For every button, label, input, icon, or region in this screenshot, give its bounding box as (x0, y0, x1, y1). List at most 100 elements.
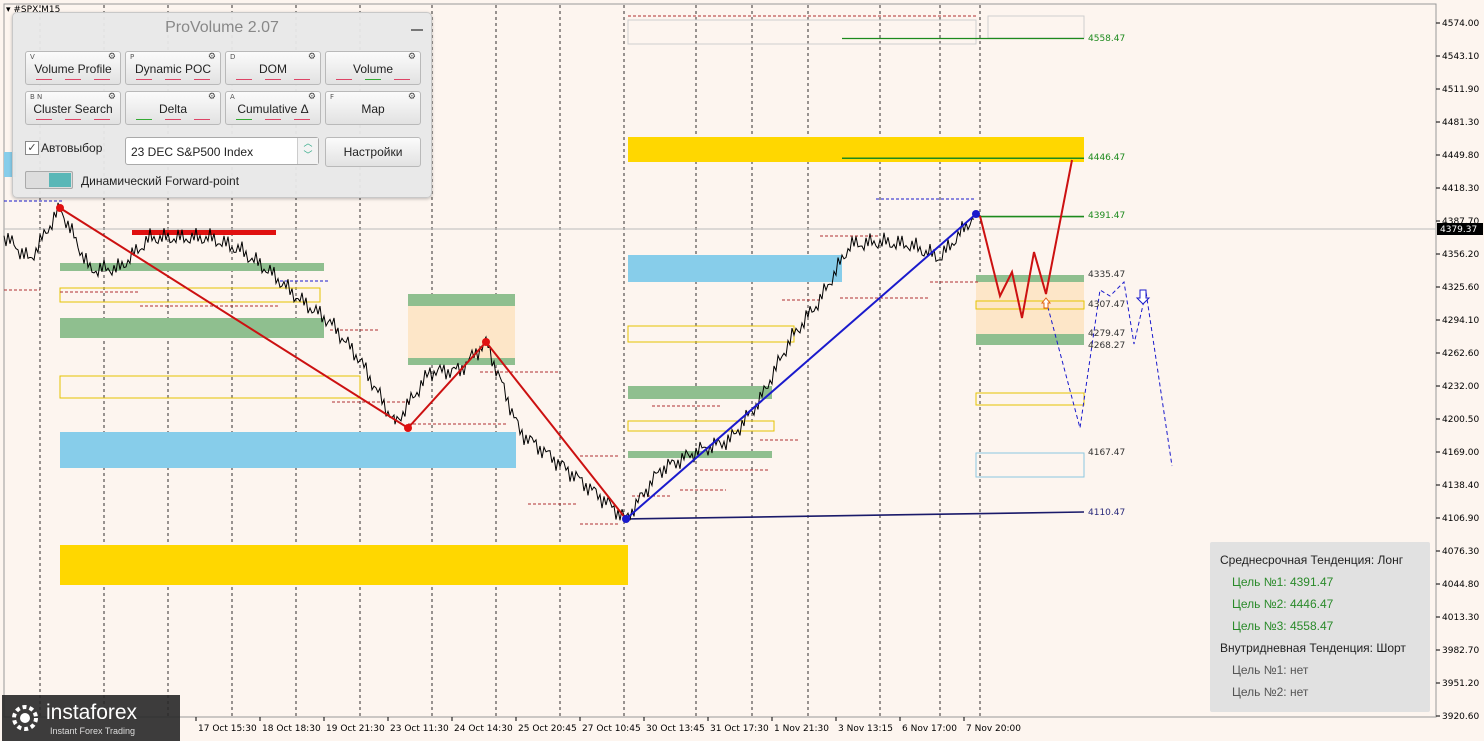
price-tick-label: 4294.10 (1442, 316, 1479, 326)
price-tick-label: 4044.80 (1442, 580, 1479, 590)
current-price-label: 4379.37 (1440, 225, 1477, 235)
price-tick-label: 4387.70 (1442, 217, 1479, 227)
trend-info-box: Среднесрочная Тенденция: Лонг Цель №1: 4… (1210, 542, 1430, 712)
pivot-point (972, 210, 980, 218)
mid-trend-title: Среднесрочная Тенденция: Лонг (1220, 553, 1404, 567)
time-tick-label: 27 Oct 10:45 (582, 724, 641, 734)
gear-icon[interactable]: ⚙ (307, 92, 316, 102)
volume-profile-button[interactable]: V ⚙ Volume Profile (25, 51, 121, 85)
pivot-point (404, 424, 412, 432)
volume-zone (60, 545, 628, 585)
pivot-point (482, 338, 490, 346)
zigzag-red (59, 207, 627, 520)
volume-zone (408, 306, 515, 361)
autoselect-label: Автовыбор (41, 141, 103, 155)
level-label: 4558.47 (1088, 34, 1125, 44)
level-label: 4307.47 (1088, 300, 1125, 310)
volume-zone (975, 300, 1085, 310)
time-tick-label: 1 Nov 21:30 (774, 724, 829, 734)
time-tick-label: 25 Oct 20:45 (518, 724, 577, 734)
price-tick-label: 4106.90 (1442, 514, 1479, 524)
intraday-trend-title: Внутридневная Тенденция: Шорт (1220, 641, 1406, 655)
level-label: 4268.27 (1088, 341, 1125, 351)
price-tick-label: 4418.30 (1442, 184, 1479, 194)
volume-zone (59, 375, 361, 399)
current-price-badge (1437, 223, 1483, 235)
settings-button[interactable]: Настройки (325, 137, 421, 167)
zigzag-blue (625, 213, 977, 520)
gear-icon[interactable]: ⚙ (207, 52, 216, 62)
intraday-target-2: Цель №2: нет (1232, 685, 1309, 699)
provolume-panel: ProVolume 2.07 V ⚙ Volume Profile P ⚙ Dyna… (12, 12, 432, 198)
logo-tagline: Instant Forex Trading (50, 726, 136, 736)
map-button[interactable]: F ⚙ Map (325, 91, 421, 125)
mid-target-3: Цель №3: 4558.47 (1232, 619, 1334, 633)
volume-zone (408, 294, 515, 306)
price-tick-label: 4543.10 (1442, 52, 1479, 62)
volume-zone (976, 277, 1084, 343)
forward-point-label: Динамический Forward-point (81, 174, 240, 188)
forecast-red (979, 159, 1073, 319)
minimize-button[interactable] (411, 19, 423, 31)
volume-zone (628, 386, 772, 399)
delta-button[interactable]: ⚙ Delta (125, 91, 221, 125)
instaforex-logo: instaforex Instant Forex Trading (2, 695, 180, 741)
forward-point-toggle[interactable] (25, 171, 73, 189)
volume-zone (987, 15, 1085, 39)
time-tick-label: 31 Oct 17:30 (710, 724, 769, 734)
price-tick-label: 4138.40 (1442, 481, 1479, 491)
volume-button[interactable]: ⚙ Volume (325, 51, 421, 85)
volume-zone (976, 334, 1084, 345)
down-arrow-icon (1135, 289, 1151, 305)
level-label: 4110.47 (1088, 508, 1125, 518)
volume-zone (408, 358, 515, 365)
volume-zone (975, 392, 1085, 406)
volume-zone (975, 452, 1085, 478)
mid-target-1: Цель №1: 4391.47 (1232, 575, 1334, 589)
time-tick-label: 3 Nov 13:15 (838, 724, 893, 734)
gear-icon[interactable]: ⚙ (407, 52, 416, 62)
price-tick-label: 4481.30 (1442, 118, 1479, 128)
price-tick-label: 4232.00 (1442, 382, 1479, 392)
time-tick-label: 17 Oct 15:30 (198, 724, 257, 734)
volume-zone (60, 432, 516, 468)
pivot-point (56, 204, 64, 212)
price-tick-label: 4356.20 (1442, 250, 1479, 260)
dynamic-poc-button[interactable]: P ⚙ Dynamic POC (125, 51, 221, 85)
spinner-arrows-icon[interactable]: ︿ ﹀ (297, 138, 318, 164)
dom-button[interactable]: D ⚙ DOM (225, 51, 321, 85)
cluster-search-button[interactable]: B N ⚙ Cluster Search (25, 91, 121, 125)
instrument-select[interactable]: 23 DEC S&P500 Index ︿ ﹀ (125, 137, 319, 165)
time-tick-label: 7 Nov 20:00 (966, 724, 1021, 734)
level-label: 4167.47 (1088, 448, 1125, 458)
level-label: 4279.47 (1088, 329, 1125, 339)
price-tick-label: 4449.80 (1442, 151, 1479, 161)
time-tick-label: 19 Oct 21:30 (326, 724, 385, 734)
gear-icon[interactable]: ⚙ (107, 92, 116, 102)
volume-zone (59, 287, 321, 303)
logo-gear-icon (12, 705, 38, 731)
gear-icon[interactable]: ⚙ (107, 52, 116, 62)
logo-brand: instaforex (46, 701, 138, 724)
forecast-blue (1045, 280, 1173, 467)
gear-icon[interactable]: ⚙ (307, 52, 316, 62)
symbol-label: ▾ #SPX,M15 (6, 5, 61, 15)
gear-icon[interactable]: ⚙ (207, 92, 216, 102)
autoselect-checkbox[interactable]: ✓ (25, 141, 39, 155)
gear-icon[interactable]: ⚙ (407, 92, 416, 102)
volume-zone (60, 318, 324, 338)
cumulative-delta-button[interactable]: A ⚙ Cumulative Δ (225, 91, 321, 125)
support-line (625, 511, 1085, 520)
price-series (3, 202, 975, 521)
price-tick-label: 4511.90 (1442, 85, 1479, 95)
price-tick-label: 3951.20 (1442, 679, 1479, 689)
level-label: 4335.47 (1088, 270, 1125, 280)
price-tick-label: 4200.50 (1442, 415, 1479, 425)
price-tick-label: 4076.30 (1442, 547, 1479, 557)
price-tick-label: 4262.60 (1442, 349, 1479, 359)
volume-zone (627, 19, 977, 45)
time-tick-label: 24 Oct 14:30 (454, 724, 513, 734)
poc-bar (132, 230, 276, 235)
volume-zone (627, 325, 795, 343)
